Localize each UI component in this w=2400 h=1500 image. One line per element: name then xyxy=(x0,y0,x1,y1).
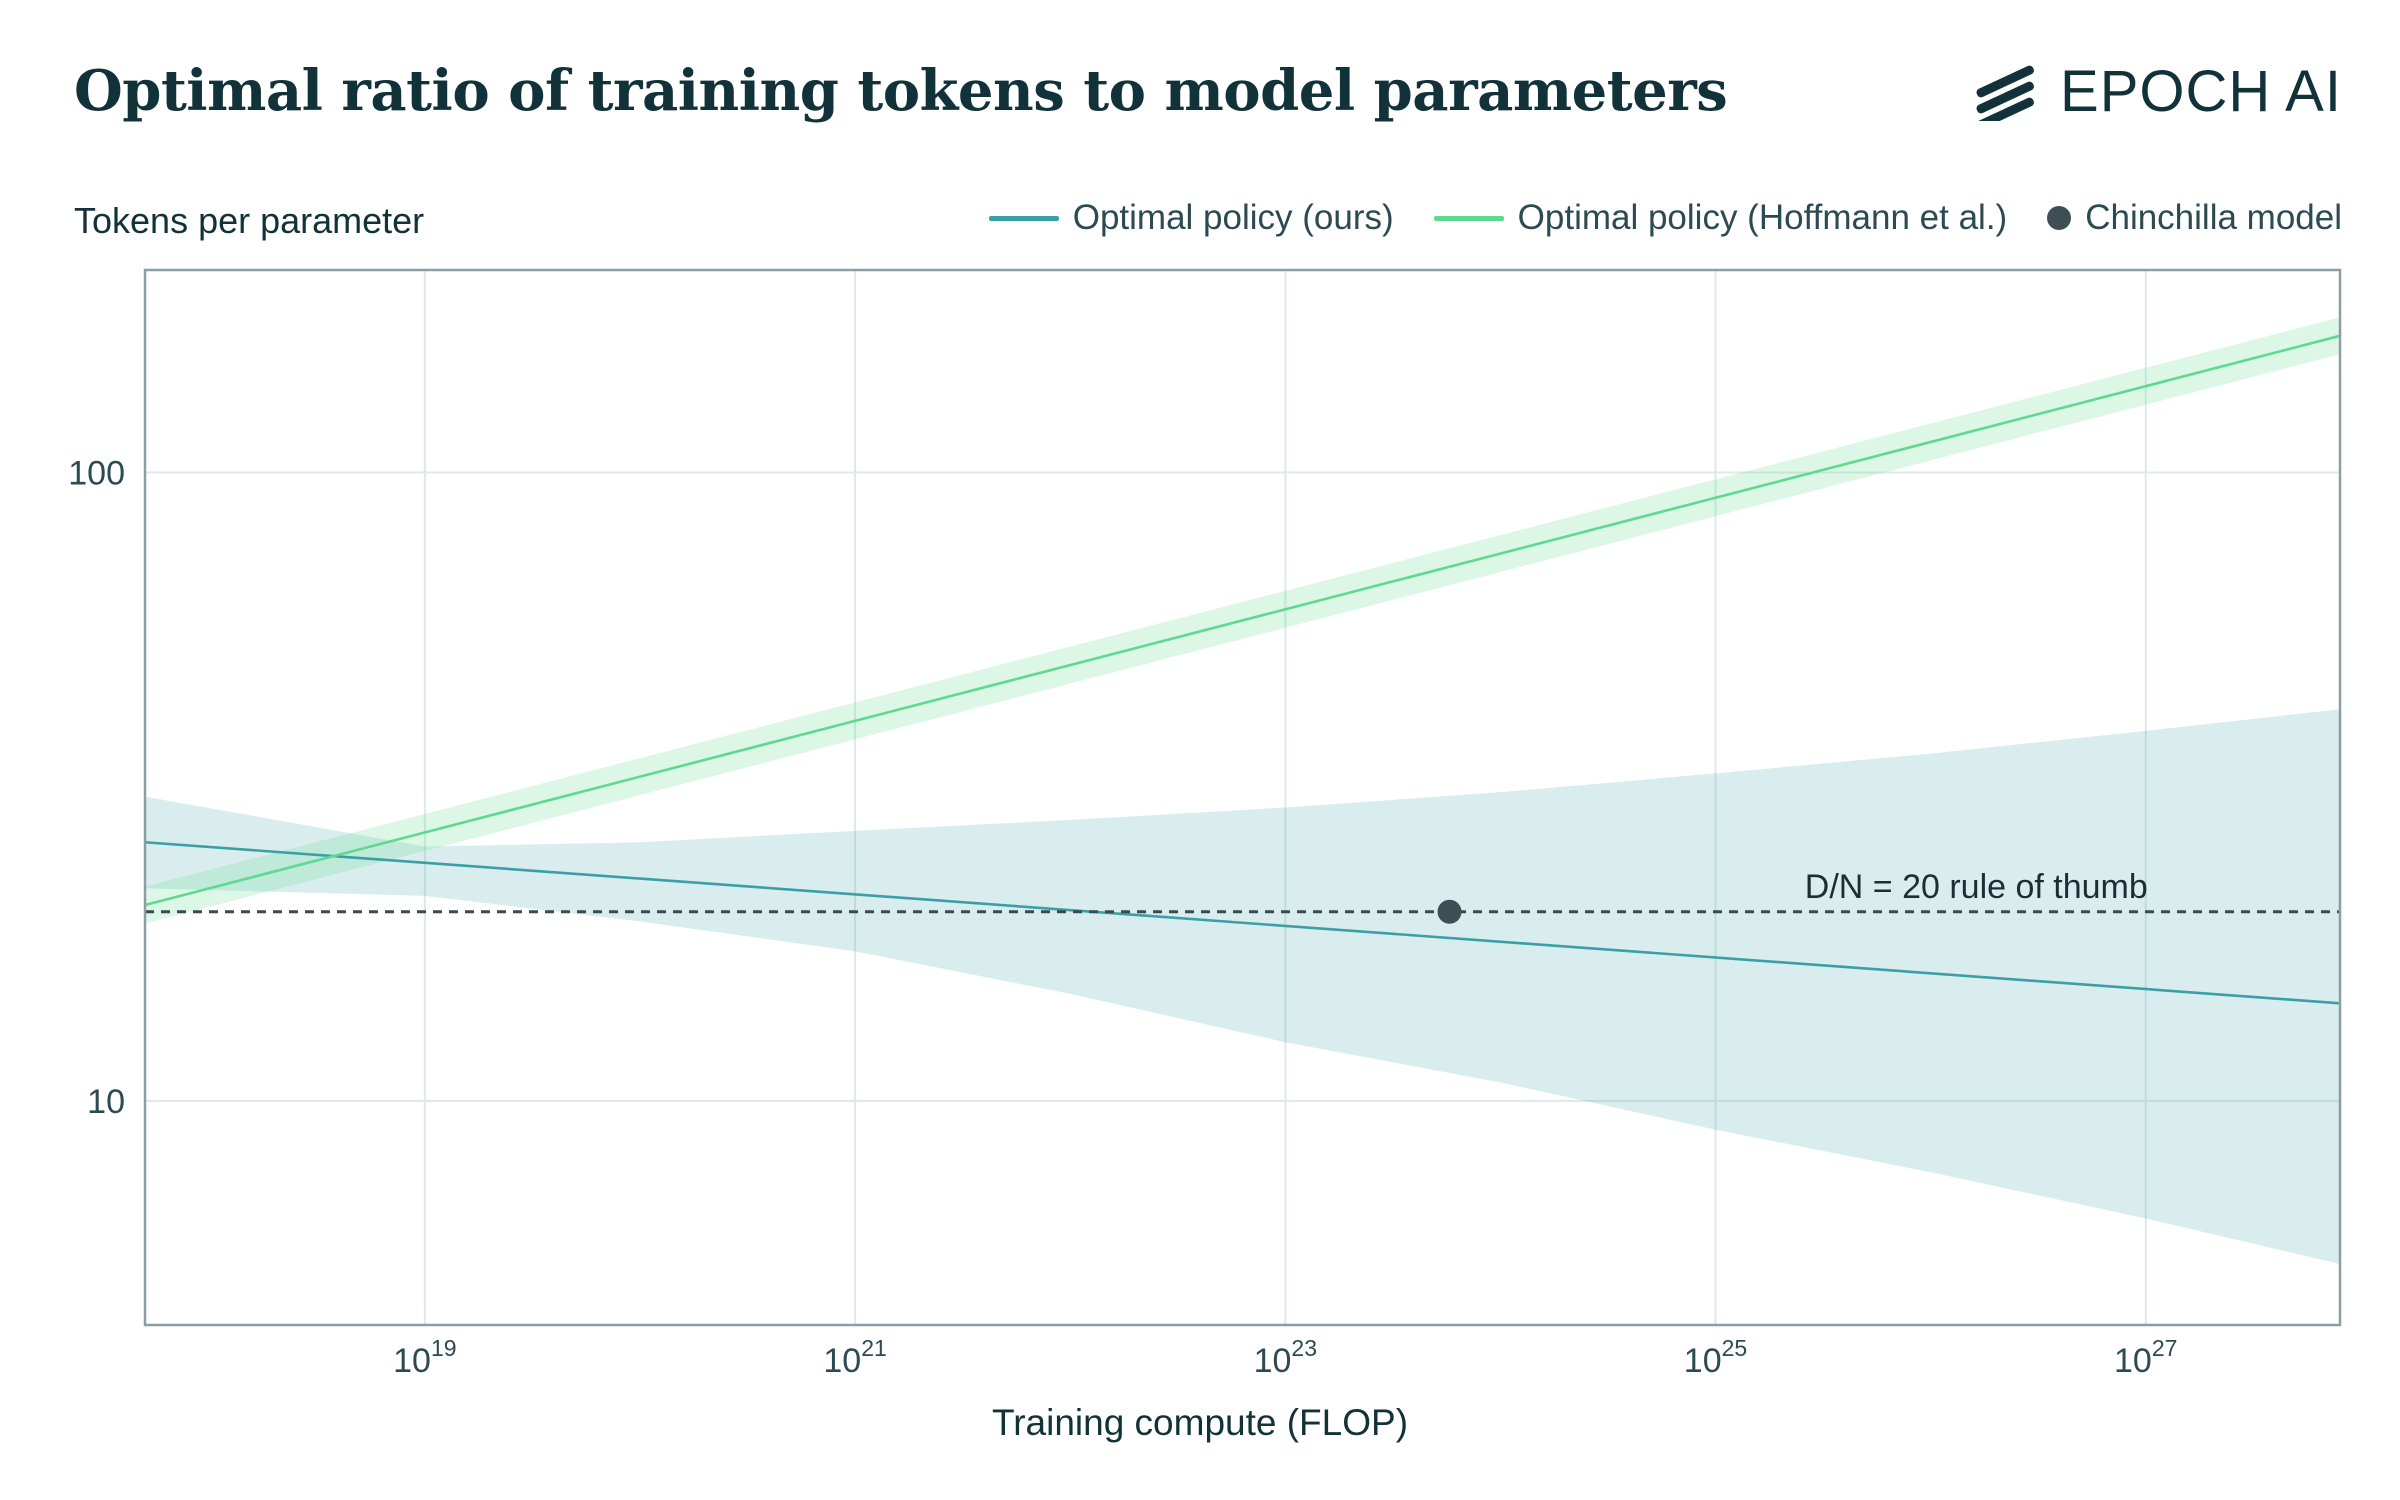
y-axis-title: Tokens per parameter xyxy=(74,200,425,241)
x-tick-base: 10 xyxy=(2114,1342,2152,1380)
series-line-ours xyxy=(144,840,2341,1005)
x-tick-exponent: 25 xyxy=(1722,1335,1748,1361)
chart-title: Optimal ratio of training tokens to mode… xyxy=(74,58,1728,124)
series-lines xyxy=(144,334,2341,1005)
y-tick-label: 10 xyxy=(87,1083,125,1121)
x-tick-exponent: 27 xyxy=(2152,1335,2178,1361)
grid xyxy=(145,270,2340,1325)
legend-label-chinchilla: Chinchilla model xyxy=(2085,198,2342,237)
epoch-logo-icon xyxy=(1976,65,2034,121)
legend-item-chinchilla: Chinchilla model xyxy=(2047,198,2342,238)
legend-swatch-ours xyxy=(988,215,1059,221)
x-tick-base: 10 xyxy=(1684,1342,1722,1380)
x-tick-label: 1021 xyxy=(823,1335,886,1380)
confidence-bands xyxy=(145,317,2340,1265)
x-tick-base: 10 xyxy=(393,1342,431,1380)
plot-frame xyxy=(143,268,2342,1327)
x-axis-title: Training compute (FLOP) xyxy=(991,1402,1409,1443)
y-tick-label: 100 xyxy=(68,454,125,492)
x-tick-label: 1023 xyxy=(1254,1335,1317,1380)
legend-item-ours: Optimal policy (ours) xyxy=(988,198,1394,238)
logo-text: EPOCH AI xyxy=(2060,59,2342,124)
x-tick-label: 1019 xyxy=(393,1335,456,1380)
reference-line-label: D/N = 20 rule of thumb xyxy=(1805,868,2148,906)
x-tick-exponent: 19 xyxy=(431,1335,457,1361)
legend-swatch-chinchilla xyxy=(2047,206,2072,230)
x-tick-label: 1025 xyxy=(1684,1335,1747,1380)
legend-label-hoffmann: Optimal policy (Hoffmann et al.) xyxy=(1517,198,2008,237)
x-tick-base: 10 xyxy=(823,1342,861,1380)
x-tick-label: 1027 xyxy=(2114,1335,2177,1380)
chinchilla-point xyxy=(1437,899,1462,924)
series-line-hoffmann xyxy=(144,334,2341,907)
reference-line-group: D/N = 20 rule of thumb xyxy=(145,868,2340,914)
legend-label-ours: Optimal policy (ours) xyxy=(1072,198,1394,237)
legend-item-hoffmann: Optimal policy (Hoffmann et al.) xyxy=(1433,198,2008,238)
epoch-ai-logo: EPOCH AI xyxy=(1974,58,2342,125)
x-tick-base: 10 xyxy=(1254,1342,1292,1380)
legend: Optimal policy (ours) Optimal policy (Ho… xyxy=(988,198,2342,238)
x-tick-exponent: 21 xyxy=(861,1335,887,1361)
x-tick-exponent: 23 xyxy=(1291,1335,1317,1361)
points xyxy=(1437,899,1462,924)
band-ours xyxy=(145,709,2340,1265)
legend-swatch-hoffmann xyxy=(1433,215,1504,221)
